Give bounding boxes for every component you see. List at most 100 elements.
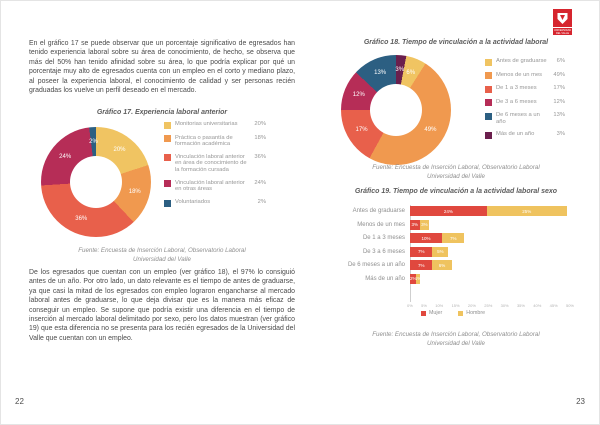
source-line-2: Universidad del Valle [427, 339, 485, 347]
legend-label: De 3 a 6 meses [496, 98, 537, 105]
bar-value-label: 24% [443, 208, 453, 214]
chart17-donut: 20% 18% 36% 24% 2% [41, 127, 151, 237]
chart19-source: Fuente: Encuesta de Inserción Laboral, O… [326, 331, 586, 349]
legend-label: Práctica o pasantía de formación académi… [175, 134, 233, 148]
bar-segment-mujer: 3% [410, 219, 420, 230]
x-axis-tick: 15% [451, 303, 460, 308]
legend-value: 20% [254, 121, 266, 127]
x-axis-tick: 25% [484, 303, 493, 308]
slice-label: 3% [395, 67, 405, 74]
bar-row: De 6 meses a un año 7% 6% [331, 260, 570, 270]
legend-swatch [421, 310, 426, 316]
bar-track: 10% 7% [410, 233, 570, 243]
bar-segment-hombre: 6% [432, 260, 452, 270]
x-axis-tick: 5% [421, 303, 427, 308]
source-line-2: Universidad del Valle [427, 172, 485, 180]
slice-label: 6% [406, 69, 416, 76]
chart18-source: Fuente: Encuesta de Inserción Laboral, O… [326, 164, 586, 182]
legend-swatch [485, 72, 492, 79]
bar-segment-hombre: 7% [442, 233, 465, 243]
bar-value-label: 7% [417, 249, 425, 254]
bar-track: 2%1% [410, 273, 570, 284]
bar-segment-mujer: 7% [410, 246, 433, 257]
logo-caption: UNIVERSIDAD DEL VALLE [553, 28, 572, 35]
bar-value-label: 10% [421, 235, 431, 241]
chart19-title: Gráfico 19. Tiempo de vinculación a la a… [354, 188, 558, 195]
legend-item: De 6 meses a un año 13% [485, 112, 565, 125]
legend-item: Antes de graduarse 6% [485, 58, 565, 66]
x-axis-tick: 20% [467, 303, 476, 308]
legend-value: 2% [257, 199, 266, 206]
x-axis-tick: 40% [533, 303, 542, 308]
chart17-title: Gráfico 17. Experiencia laboral anterior [96, 109, 228, 116]
bar-row: Más de un año 2%1% [331, 273, 570, 284]
bar-segment-mujer: 10% [410, 233, 442, 243]
legend-value: 3% [556, 131, 565, 138]
bar-value-label: 25% [522, 208, 532, 214]
bar-segment-hombre: 1% [416, 273, 420, 284]
legend-item: Mujer [421, 310, 442, 316]
chart19-legend: Mujer Hombre [421, 310, 485, 316]
legend-swatch [485, 112, 492, 120]
legend-label: Voluntariados [175, 199, 211, 206]
bar-category-label: De 6 meses a un año [347, 262, 405, 268]
source-line-1: Fuente: Encuesta de Inserción Laboral, O… [78, 247, 246, 254]
legend-label: De 6 meses a un año [496, 112, 540, 125]
bar-value-label: 7% [449, 235, 457, 241]
x-axis-tick: 0% [407, 303, 413, 308]
legend-item: Vinculación laboral anterior en área de … [164, 154, 266, 174]
x-axis-tick: 50% [565, 303, 574, 308]
source-line-2: Universidad del Valle [133, 255, 191, 263]
bar-row: De 1 a 3 meses 10% 7% [331, 233, 570, 243]
bar-category-label: Antes de graduarse [352, 208, 405, 214]
legend-value: 12% [553, 98, 565, 105]
legend-item: Menos de un mes 49% [485, 71, 565, 79]
legend-swatch [164, 121, 171, 129]
bar-segment-mujer: 24% [410, 206, 487, 216]
bar-category-label: Menos de un mes [357, 221, 405, 228]
legend-item: Más de un año 3% [485, 131, 565, 139]
legend-item: Voluntariados 2% [164, 199, 266, 207]
page-number-left: 22 [15, 397, 24, 406]
legend-value: 49% [553, 71, 565, 78]
paragraph-1: En el gráfico 17 se puede observar que u… [29, 40, 295, 94]
bar-row: Antes de graduarse 24% 25% [331, 206, 570, 216]
legend-item: De 1 a 3 meses 17% [485, 85, 565, 93]
bar-track: 24% 25% [410, 206, 570, 216]
legend-swatch [485, 99, 492, 106]
chart18-donut: 6% 49% 17% 12% 13% 3% [341, 55, 451, 165]
legend-swatch [458, 310, 464, 316]
bar-category-label: De 3 a 6 meses [362, 248, 405, 255]
chart17-legend: Monitorias universitarias 20% Práctica o p… [164, 121, 266, 213]
bar-value-label: 2% [410, 276, 417, 281]
slice-label: 20% [113, 146, 126, 153]
bar-row: De 3 a 6 meses 7% 5% [331, 246, 570, 257]
legend-label: Hombre [466, 310, 486, 316]
bar-track: 7% 6% [410, 260, 570, 270]
legend-value: 18% [254, 134, 266, 141]
bar-category-label: Más de un año [365, 275, 405, 282]
legend-label: Mujer [429, 310, 443, 316]
legend-label: Más de un año [496, 131, 535, 138]
legend-label: Vinculación laboral anterior en área de … [175, 153, 247, 174]
legend-swatch [485, 85, 492, 93]
bar-track: 7% 5% [410, 246, 570, 257]
chart18-legend: Antes de graduarse 6% Menos de un mes 49% De… [485, 58, 565, 145]
legend-item: Práctica o pasantía de formación académi… [164, 135, 266, 148]
x-axis-tick: 35% [516, 303, 525, 308]
legend-item: Hombre [458, 310, 485, 316]
x-axis-tick: 30% [500, 303, 509, 308]
legend-label: De 1 a 3 meses [496, 85, 537, 91]
legend-value: 17% [553, 85, 565, 91]
legend-label: Antes de graduarse [496, 58, 547, 64]
logo-icon [553, 9, 572, 27]
bar-value-label: 7% [417, 262, 425, 268]
source-line-1: Fuente: Encuesta de Inserción Laboral, O… [372, 331, 540, 338]
paragraph-2: De los egresados que cuentan con un empl… [29, 269, 295, 342]
bar-value-label: 6% [438, 262, 446, 268]
bar-segment-hombre: 5% [432, 246, 449, 257]
slice-label: 24% [59, 153, 72, 160]
legend-item: De 3 a 6 meses 12% [485, 98, 565, 106]
legend-swatch [164, 199, 171, 207]
